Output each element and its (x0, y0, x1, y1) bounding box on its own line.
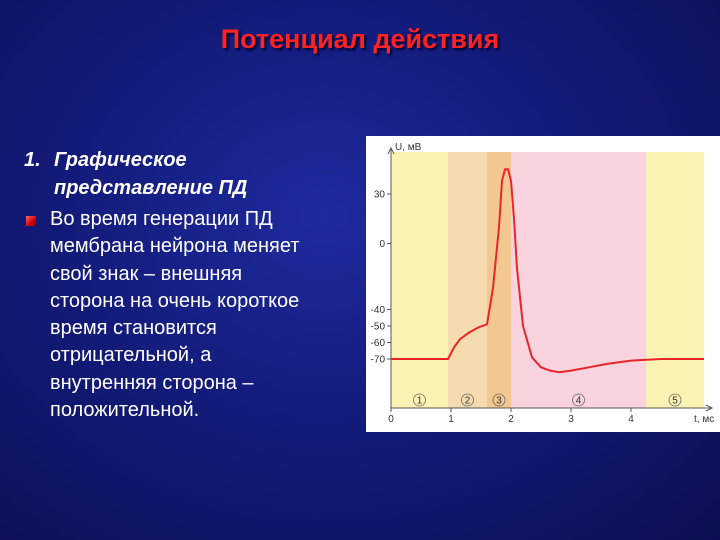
phase-marker-label: 2 (465, 396, 471, 407)
phase-band-1 (391, 152, 448, 408)
phase-marker-label: 4 (576, 396, 582, 407)
heading-line-2: представление ПД (54, 177, 248, 199)
bullet-line-8: положительной. (50, 399, 200, 422)
phase-band-3 (487, 152, 511, 408)
x-axis-arrow-icon (705, 404, 714, 412)
y-tick-label: -40 (371, 305, 386, 316)
x-tick-label: 3 (568, 414, 574, 425)
heading-line-1: Графическое (54, 149, 187, 171)
y-tick-label: -70 (371, 355, 386, 366)
x-tick-label: 1 (448, 414, 454, 425)
bullet-item: Во время генерации ПД мембрана нейрона м… (24, 206, 364, 424)
slide-title: Потенциал действия (220, 24, 500, 54)
phase-marker-circle (668, 393, 682, 407)
section-number: 1. (24, 149, 41, 171)
y-tick-label: -60 (371, 338, 386, 349)
action-potential-chart: U, мВ t, мс 30 0 -40 -50 -60 -70 0 1 2 3 4 1 2 3 4 5 (366, 136, 720, 432)
phase-marker-circle (413, 393, 426, 407)
x-tick-label: 4 (628, 414, 634, 425)
phase-marker-circle (572, 393, 585, 407)
bullet-line-2: мембрана нейрона меняет (50, 235, 300, 258)
phase-band-5 (646, 152, 704, 408)
phase-marker-label: 1 (417, 396, 423, 407)
x-axis-label: t, мс (694, 414, 714, 425)
x-tick-label: 0 (388, 414, 394, 425)
action-potential-curve (391, 168, 704, 374)
phase-marker-label: 3 (496, 396, 502, 407)
phase-marker-circle (461, 393, 474, 407)
text-block: 1. Графическое представление ПД Во время… (24, 146, 364, 424)
phase-band-2 (448, 152, 487, 408)
phase-marker-circle (492, 393, 506, 407)
x-tick-label: 2 (508, 414, 514, 425)
bullet-line-3: свой знак – внешняя (50, 262, 243, 285)
y-axis-arrow-icon (387, 146, 395, 155)
bullet-line-7: внутренняя сторона – (50, 371, 254, 394)
phase-band-4 (511, 152, 646, 408)
bullet-text: Во время генерации ПД мембрана нейрона м… (50, 206, 364, 424)
section-heading: 1. Графическое представление ПД (24, 146, 364, 202)
y-tick-label: -50 (371, 322, 386, 333)
bullet-square-icon (26, 216, 36, 226)
y-tick-label: 0 (379, 239, 385, 250)
bullet-line-6: отрицательной, а (50, 344, 212, 367)
heading-text: Графическое представление ПД (54, 146, 247, 202)
phase-marker-label: 5 (672, 396, 678, 407)
bullet-line-1: Во время генерации ПД (50, 208, 273, 230)
bullet-line-5: время становится (50, 317, 217, 340)
bullet-line-4: сторона на очень короткое (50, 289, 300, 312)
y-axis-label: U, мВ (395, 142, 422, 153)
y-tick-label: 30 (374, 190, 386, 201)
